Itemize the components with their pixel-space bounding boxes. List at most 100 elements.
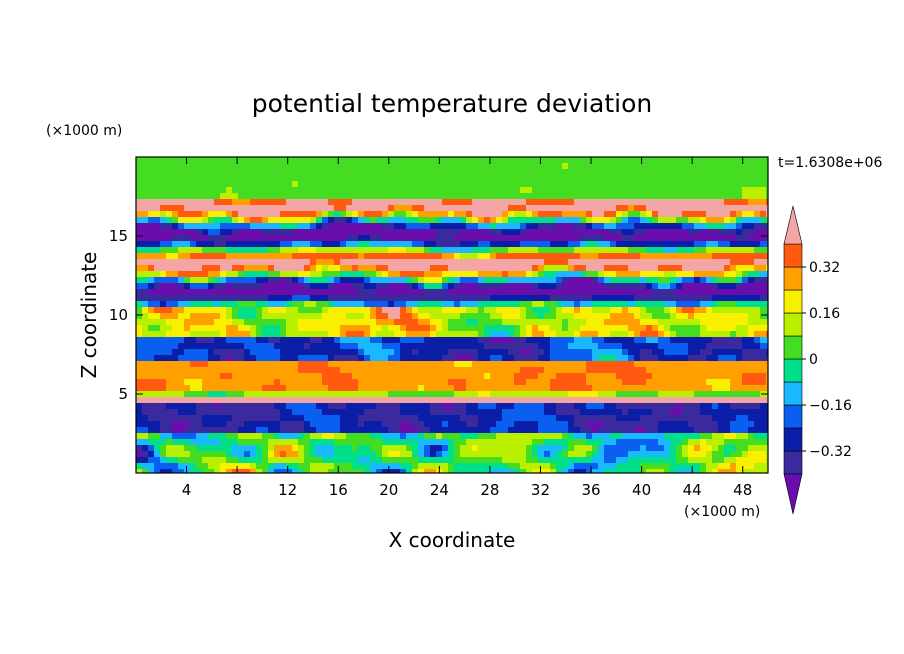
contour-cell bbox=[748, 319, 755, 326]
contour-cell bbox=[244, 193, 251, 200]
contour-cell bbox=[460, 229, 467, 236]
contour-cell bbox=[220, 355, 227, 362]
contour-cell bbox=[646, 385, 653, 392]
contour-cell bbox=[610, 367, 617, 374]
contour-cell bbox=[358, 343, 365, 350]
contour-cell bbox=[166, 313, 173, 320]
contour-cell bbox=[628, 319, 635, 326]
contour-cell bbox=[514, 205, 521, 212]
contour-cell bbox=[136, 211, 143, 218]
contour-cell bbox=[610, 379, 617, 386]
contour-cell bbox=[586, 235, 593, 242]
contour-cell bbox=[490, 403, 497, 410]
contour-cell bbox=[142, 307, 149, 314]
contour-cell bbox=[508, 217, 515, 224]
contour-cell bbox=[178, 247, 185, 254]
contour-cell bbox=[598, 277, 605, 284]
contour-cell bbox=[220, 229, 227, 236]
contour-cell bbox=[688, 343, 695, 350]
contour-field bbox=[136, 157, 768, 473]
contour-cell bbox=[514, 433, 521, 440]
contour-cell bbox=[190, 409, 197, 416]
contour-cell bbox=[712, 319, 719, 326]
contour-cell bbox=[646, 421, 653, 428]
contour-cell bbox=[610, 277, 617, 284]
contour-cell bbox=[244, 271, 251, 278]
contour-cell bbox=[442, 259, 449, 266]
contour-cell bbox=[478, 403, 485, 410]
contour-cell bbox=[418, 421, 425, 428]
contour-cell bbox=[322, 205, 329, 212]
contour-cell bbox=[574, 259, 581, 266]
contour-cell bbox=[562, 187, 569, 194]
contour-cell bbox=[166, 319, 173, 326]
contour-cell bbox=[412, 313, 419, 320]
contour-cell bbox=[274, 175, 281, 182]
contour-cell bbox=[406, 433, 413, 440]
contour-cell bbox=[214, 427, 221, 434]
contour-cell bbox=[652, 313, 659, 320]
contour-cell bbox=[712, 415, 719, 422]
contour-cell bbox=[730, 427, 737, 434]
contour-cell bbox=[736, 307, 743, 314]
contour-cell bbox=[346, 235, 353, 242]
contour-cell bbox=[376, 193, 383, 200]
contour-cell bbox=[238, 409, 245, 416]
contour-cell bbox=[592, 241, 599, 248]
contour-cell bbox=[226, 427, 233, 434]
contour-cell bbox=[352, 307, 359, 314]
contour-cell bbox=[340, 211, 347, 218]
contour-cell bbox=[166, 199, 173, 206]
contour-cell bbox=[340, 361, 347, 368]
contour-cell bbox=[460, 337, 467, 344]
contour-cell bbox=[424, 229, 431, 236]
contour-cell bbox=[628, 331, 635, 338]
contour-cell bbox=[766, 181, 768, 188]
contour-cell bbox=[658, 373, 665, 380]
contour-cell bbox=[172, 391, 179, 398]
contour-cell bbox=[358, 373, 365, 380]
contour-cell bbox=[292, 265, 299, 272]
contour-cell bbox=[670, 169, 677, 176]
contour-cell bbox=[490, 385, 497, 392]
contour-cell bbox=[178, 259, 185, 266]
contour-cell bbox=[724, 265, 731, 272]
contour-cell bbox=[352, 259, 359, 266]
contour-cell bbox=[514, 247, 521, 254]
contour-cell bbox=[538, 307, 545, 314]
contour-cell bbox=[556, 163, 563, 170]
contour-cell bbox=[448, 325, 455, 332]
contour-cell bbox=[718, 421, 725, 428]
contour-cell bbox=[142, 343, 149, 350]
contour-cell bbox=[628, 271, 635, 278]
contour-cell bbox=[334, 241, 341, 248]
contour-cell bbox=[628, 409, 635, 416]
contour-cell bbox=[652, 415, 659, 422]
contour-cell bbox=[172, 325, 179, 332]
contour-cell bbox=[466, 343, 473, 350]
contour-cell bbox=[298, 259, 305, 266]
contour-cell bbox=[634, 223, 641, 230]
contour-cell bbox=[718, 253, 725, 260]
contour-cell bbox=[370, 421, 377, 428]
contour-cell bbox=[172, 433, 179, 440]
contour-cell bbox=[604, 373, 611, 380]
contour-cell bbox=[166, 439, 173, 446]
contour-cell bbox=[286, 169, 293, 176]
contour-cell bbox=[274, 169, 281, 176]
contour-cell bbox=[502, 169, 509, 176]
contour-cell bbox=[634, 265, 641, 272]
contour-cell bbox=[634, 307, 641, 314]
contour-cell bbox=[388, 349, 395, 356]
contour-cell bbox=[430, 415, 437, 422]
contour-cell bbox=[352, 385, 359, 392]
contour-cell bbox=[628, 289, 635, 296]
contour-cell bbox=[382, 433, 389, 440]
contour-cell bbox=[754, 157, 761, 164]
contour-cell bbox=[358, 247, 365, 254]
contour-cell bbox=[592, 163, 599, 170]
contour-cell bbox=[352, 223, 359, 230]
contour-cell bbox=[460, 265, 467, 272]
contour-cell bbox=[436, 271, 443, 278]
contour-cell bbox=[226, 235, 233, 242]
